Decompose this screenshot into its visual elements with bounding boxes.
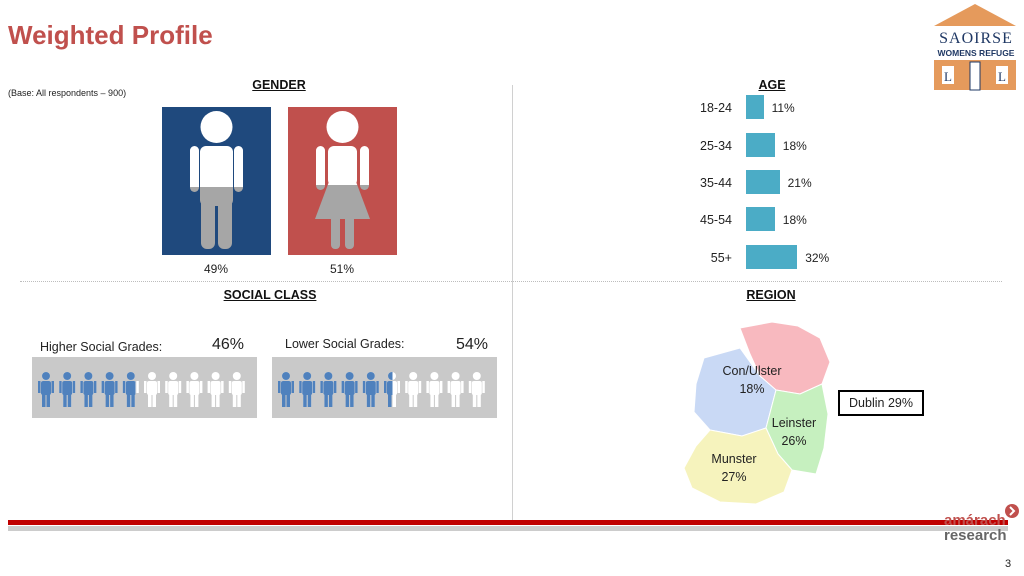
- footer-grey-rule: [8, 526, 1008, 531]
- age-bar: [746, 133, 775, 157]
- leinster-percent: 26%: [781, 434, 807, 448]
- age-row: 35-44 21%: [690, 170, 1010, 204]
- page-title: Weighted Profile: [8, 20, 213, 50]
- footer-red-rule: [8, 520, 1008, 525]
- female-percent-label: 51%: [329, 262, 355, 276]
- lower-grades-percent: 54%: [456, 336, 489, 353]
- brand-amarach: amárach: [944, 512, 1006, 529]
- logo-text-saoirse: SAOIRSE: [939, 30, 1013, 47]
- age-value-label: 32%: [805, 251, 830, 265]
- person-icon: [228, 372, 245, 407]
- lower-grades-people: [272, 357, 497, 418]
- person-icon: [447, 372, 464, 407]
- male-percent-label: 49%: [203, 262, 229, 276]
- munster-percent: 27%: [721, 470, 747, 484]
- leinster-label: Leinster: [771, 416, 817, 430]
- person-icon: [144, 372, 160, 407]
- person-icon: [320, 372, 337, 407]
- person-icon: [101, 372, 118, 407]
- person-icon: [468, 372, 485, 407]
- age-row: 45-54 18%: [690, 207, 1010, 241]
- person-icon: [165, 372, 182, 407]
- age-row: 18-24 11%: [690, 95, 1010, 129]
- person-icon: [405, 372, 422, 407]
- person-icon: [384, 372, 393, 407]
- age-row: 25-34 18%: [690, 133, 1010, 167]
- person-icon: [59, 372, 76, 407]
- munster-label: Munster: [711, 452, 757, 466]
- age-value-label: 21%: [787, 176, 812, 190]
- dublin-callout: Dublin 29%: [838, 390, 924, 416]
- female-icon: [315, 111, 370, 249]
- vertical-divider: [512, 85, 513, 520]
- saoirse-logo: L L: [934, 4, 1016, 91]
- person-icon: [362, 372, 379, 407]
- age-bar: [746, 95, 764, 119]
- person-icon: [299, 372, 316, 407]
- age-category-label: 55+: [710, 251, 732, 265]
- logo-text-refuge: WOMENS REFUGE: [937, 48, 1015, 58]
- male-panel: [162, 107, 271, 255]
- person-icon: [38, 372, 54, 407]
- person-icon: [122, 372, 136, 407]
- age-value-label: 18%: [782, 139, 807, 153]
- person-icon: [278, 372, 294, 407]
- person-icon: [80, 372, 97, 407]
- region-heading: REGION: [746, 288, 796, 302]
- social-class-heading: SOCIAL CLASS: [223, 288, 317, 302]
- region-munster: [683, 427, 793, 505]
- age-category-label: 25-34: [700, 139, 732, 153]
- ireland-region-map: [683, 321, 831, 505]
- amarach-arrow-icon: [1005, 504, 1019, 518]
- person-icon: [186, 372, 203, 407]
- person-icon: [426, 372, 443, 407]
- svg-text:L: L: [998, 69, 1006, 84]
- people-pictogram: [38, 372, 245, 407]
- gender-heading: GENDER: [252, 78, 306, 92]
- con-ulster-label: Con/Ulster: [722, 364, 782, 378]
- female-panel: [288, 107, 397, 255]
- age-value-label: 18%: [782, 213, 807, 227]
- svg-text:L: L: [944, 69, 952, 84]
- person-icon: [341, 372, 358, 407]
- people-pictogram: [278, 372, 485, 407]
- age-category-label: 35-44: [700, 176, 732, 190]
- higher-grades-percent: 46%: [212, 336, 245, 353]
- age-value-label: 11%: [771, 101, 795, 115]
- horizontal-divider: [20, 281, 1002, 282]
- age-category-label: 45-54: [700, 213, 732, 227]
- brand-research: research: [944, 527, 1007, 544]
- age-bar: [746, 170, 780, 194]
- age-row: 55+ 32%: [690, 245, 1010, 279]
- age-bar: [746, 207, 775, 231]
- higher-grades-people: [32, 357, 257, 418]
- age-heading: AGE: [758, 78, 786, 92]
- higher-grades-label: Higher Social Grades:: [40, 340, 163, 354]
- con-ulster-percent: 18%: [739, 382, 765, 396]
- age-category-label: 18-24: [700, 101, 732, 115]
- male-icon: [190, 111, 243, 249]
- age-bar: [746, 245, 798, 269]
- page-number: 3: [1005, 558, 1012, 570]
- person-icon: [207, 372, 224, 407]
- base-note: (Base: All respondents – 900): [8, 88, 127, 98]
- lower-grades-label: Lower Social Grades:: [285, 337, 405, 351]
